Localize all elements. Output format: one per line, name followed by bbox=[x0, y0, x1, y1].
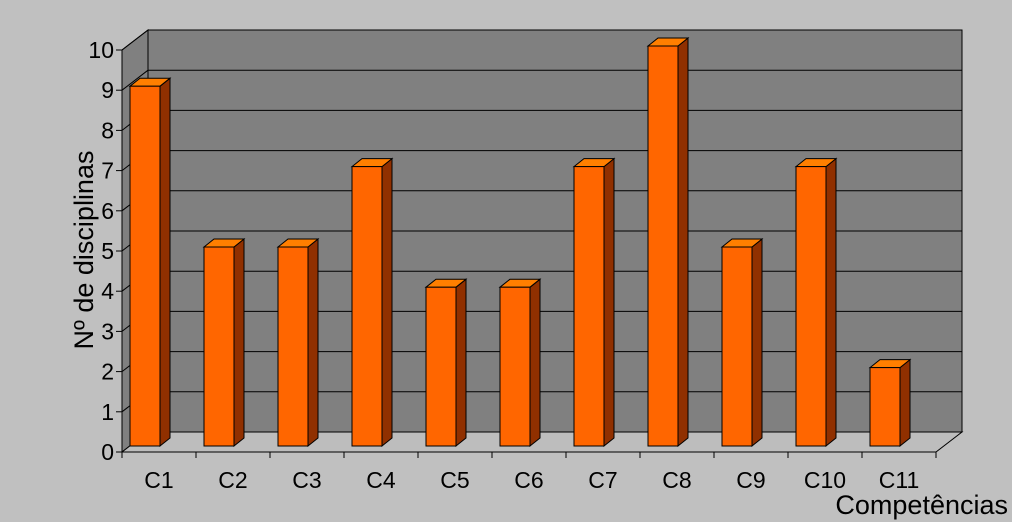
x-tick-label: C3 bbox=[292, 467, 321, 493]
bar-C8 bbox=[646, 36, 690, 448]
gridline bbox=[121, 69, 149, 91]
bar-C11 bbox=[868, 358, 912, 448]
y-tick-label: 8 bbox=[101, 117, 114, 143]
x-tick-label: C7 bbox=[588, 467, 617, 493]
bar-side bbox=[825, 157, 837, 448]
bar-side bbox=[455, 278, 467, 448]
x-tick-label: C6 bbox=[514, 467, 543, 493]
y-tick-label: 2 bbox=[101, 359, 114, 385]
bar-C3 bbox=[276, 237, 320, 448]
y-tick-label: 7 bbox=[101, 158, 114, 184]
x-tick-label: C11 bbox=[879, 467, 920, 493]
bar-C2 bbox=[202, 237, 246, 448]
bar-front bbox=[425, 286, 457, 447]
bar-C4 bbox=[350, 157, 394, 448]
bar-C9 bbox=[720, 237, 764, 448]
bar-front bbox=[721, 246, 753, 447]
y-tick-label: 3 bbox=[101, 318, 114, 344]
bar-front bbox=[573, 166, 605, 447]
bar-C6 bbox=[498, 278, 542, 448]
bar-C10 bbox=[794, 157, 838, 448]
y-tick-label: 4 bbox=[101, 278, 114, 304]
axes bbox=[116, 49, 937, 458]
bar-front bbox=[795, 166, 827, 447]
bar-front bbox=[647, 45, 679, 447]
x-tick-label: C2 bbox=[218, 467, 247, 493]
bar-front bbox=[129, 85, 161, 447]
bars bbox=[128, 36, 912, 448]
y-tick-labels: 0 1 2 3 4 5 6 7 8 9 10 bbox=[88, 37, 114, 465]
bar-front bbox=[351, 166, 383, 447]
x-axis-label: Competências bbox=[835, 490, 1008, 520]
x-tick-label: C8 bbox=[662, 467, 691, 493]
x-tick-label: C10 bbox=[804, 467, 846, 493]
bar-front bbox=[499, 286, 531, 447]
y-tick-label: 0 bbox=[101, 439, 114, 465]
x-tick-label: C4 bbox=[366, 467, 396, 493]
bar-side bbox=[159, 77, 171, 448]
x-tick-label: C1 bbox=[144, 467, 173, 493]
bar-C5 bbox=[424, 278, 468, 448]
y-tick-label: 9 bbox=[101, 77, 114, 103]
bar-front bbox=[203, 246, 235, 447]
bar-side bbox=[677, 36, 689, 448]
bar-side bbox=[307, 237, 319, 448]
bar-side bbox=[751, 237, 763, 448]
y-axis-label: Nº de disciplinas bbox=[69, 151, 99, 350]
y-tick-label: 10 bbox=[88, 37, 114, 63]
x-tick-labels: C1 C2 C3 C4 C5 C6 C7 C8 C9 C10 C11 bbox=[144, 467, 919, 493]
x-tick-label: C9 bbox=[736, 467, 765, 493]
y-tick-label: 6 bbox=[101, 198, 114, 224]
y-tick-label: 5 bbox=[101, 238, 114, 264]
bar-side bbox=[603, 157, 615, 448]
bar-side bbox=[233, 237, 245, 448]
bar-C7 bbox=[572, 157, 616, 448]
bar-front bbox=[277, 246, 309, 447]
x-tick-label: C5 bbox=[440, 467, 469, 493]
bar-side bbox=[381, 157, 393, 448]
bar-side bbox=[899, 358, 911, 448]
bar-C1 bbox=[128, 77, 172, 448]
y-tick-label: 1 bbox=[101, 399, 114, 425]
gridline bbox=[121, 29, 149, 51]
bar-side bbox=[529, 278, 541, 448]
bar-front bbox=[869, 367, 901, 447]
